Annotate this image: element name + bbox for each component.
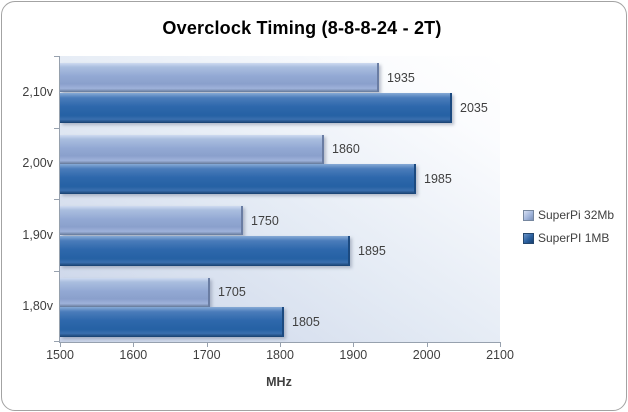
y-axis-tick — [54, 199, 59, 200]
y-axis-tick — [54, 341, 59, 342]
x-tick-label: 1900 — [339, 348, 368, 362]
legend-entry: SuperPi 32Mb — [523, 207, 614, 223]
x-axis-tick — [426, 342, 428, 347]
x-tick-label: 1600 — [119, 348, 148, 362]
bar-superpi-1mb — [60, 92, 452, 123]
bar-value-label: 1805 — [292, 315, 320, 329]
x-axis-title: MHz — [266, 375, 292, 389]
x-tick-label: 2100 — [486, 348, 514, 362]
chart-title: Overclock Timing (8-8-8-24 - 2T) — [162, 18, 442, 38]
x-axis-tick — [500, 342, 501, 347]
legend-swatch-icon — [523, 232, 534, 244]
y-axis-tick — [54, 56, 59, 57]
legend-entry-label: SuperPI 1MB — [538, 231, 610, 245]
y-axis-tick — [54, 270, 59, 272]
plot-area: 2,10v 1935 2035 2,00v 1860 1985 1,90v 1750 1895 1… — [22, 56, 514, 362]
x-axis-tick — [206, 342, 208, 347]
legend: SuperPi 32Mb SuperPI 1MB — [523, 207, 614, 253]
legend-swatch-icon — [523, 209, 534, 221]
bar-value-label: 1935 — [387, 70, 415, 85]
bar-value-label: 1895 — [358, 243, 386, 258]
x-axis-tick — [353, 342, 355, 347]
bar-superpi-32mb — [60, 206, 243, 235]
legend-entry-label: SuperPi 32Mb — [538, 208, 615, 222]
bar-superpi-32mb — [60, 134, 324, 164]
bar-superpi-32mb — [60, 277, 210, 307]
bar-value-label: 1750 — [251, 213, 279, 228]
x-tick-label: 2000 — [412, 348, 441, 362]
x-axis-tick — [280, 342, 281, 347]
y-category-label: 1,80v — [22, 299, 53, 314]
x-tick-label: 1700 — [192, 348, 221, 362]
bar-value-label: 1860 — [332, 142, 360, 156]
y-category-label: 1,90v — [22, 227, 53, 242]
x-axis-tick — [133, 342, 135, 347]
bar-value-label: 1705 — [218, 285, 246, 299]
y-category-label: 2,10v — [22, 84, 53, 99]
bar-superpi-1mb — [60, 235, 350, 266]
bar-superpi-1mb — [60, 164, 416, 194]
y-category-label: 2,00v — [22, 156, 53, 171]
x-tick-label: 1800 — [266, 348, 294, 362]
bar-value-label: 2035 — [460, 100, 488, 115]
bar-superpi-32mb — [60, 63, 379, 92]
x-axis-tick — [60, 342, 61, 347]
bar-superpi-1mb — [60, 307, 284, 337]
x-tick-label: 1500 — [46, 348, 74, 362]
bar-value-label: 1985 — [424, 172, 452, 186]
y-axis-tick — [54, 127, 59, 129]
legend-entry: SuperPI 1MB — [523, 230, 614, 246]
